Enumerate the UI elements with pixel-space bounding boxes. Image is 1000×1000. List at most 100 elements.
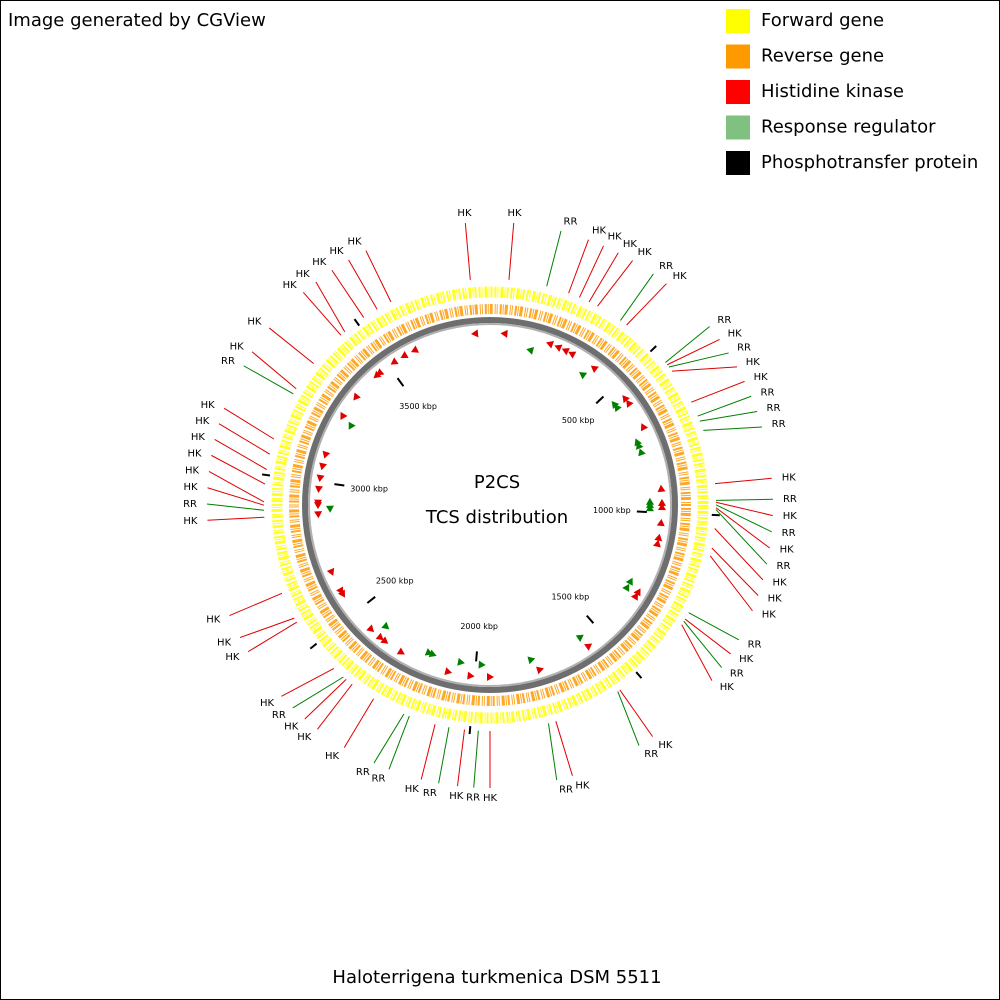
feature-marker bbox=[536, 666, 544, 675]
feature-marker bbox=[375, 632, 384, 641]
map-subtitle: TCS distribution bbox=[425, 507, 568, 528]
feature-label: HK bbox=[296, 269, 311, 280]
feature-label: RR bbox=[767, 403, 781, 414]
feature-leader bbox=[229, 592, 283, 617]
feature-label: RR bbox=[221, 356, 235, 367]
feature-leader bbox=[331, 270, 365, 318]
feature-label: RR bbox=[730, 668, 744, 679]
outer-tick-mark bbox=[635, 671, 643, 679]
feature-marker bbox=[319, 462, 327, 471]
feature-leader bbox=[547, 723, 558, 781]
feature-marker bbox=[428, 649, 437, 658]
feature-marker bbox=[348, 421, 356, 430]
feature-marker bbox=[322, 450, 331, 459]
feature-label: HK bbox=[449, 791, 464, 802]
feature-marker bbox=[575, 634, 584, 642]
feature-leader bbox=[218, 423, 271, 455]
feature-leader bbox=[619, 689, 654, 737]
feature-marker bbox=[314, 499, 323, 507]
feature-label: HK bbox=[508, 208, 523, 219]
feature-label: RR bbox=[466, 793, 480, 804]
feature-label: HK bbox=[608, 232, 623, 243]
feature-label: HK bbox=[783, 511, 798, 522]
tick-mark bbox=[334, 483, 345, 487]
feature-marker bbox=[424, 648, 433, 656]
legend-swatch bbox=[726, 151, 750, 175]
feature-label: HK bbox=[283, 280, 298, 291]
feature-marker bbox=[444, 667, 453, 675]
feature-leader bbox=[684, 618, 731, 655]
feature-marker bbox=[561, 348, 570, 356]
feature-leader bbox=[546, 230, 562, 287]
feature-marker bbox=[635, 441, 644, 450]
feature-leader bbox=[709, 555, 753, 612]
feature-leader bbox=[568, 239, 589, 294]
feature-label: HK bbox=[728, 329, 743, 340]
feature-label: HK bbox=[217, 637, 232, 648]
outer-tick-mark bbox=[649, 345, 657, 353]
feature-label: HK bbox=[780, 545, 795, 556]
legend-swatch bbox=[726, 9, 750, 33]
feature-leader bbox=[703, 426, 763, 431]
feature-label: HK bbox=[768, 594, 783, 605]
feature-marker bbox=[645, 504, 654, 512]
feature-leader bbox=[715, 504, 772, 533]
feature-label: HK bbox=[658, 740, 673, 751]
feature-marker bbox=[638, 448, 646, 457]
feature-marker bbox=[622, 583, 630, 592]
feature-leader bbox=[597, 260, 634, 307]
feature-leader bbox=[211, 454, 266, 485]
feature-leader bbox=[223, 407, 275, 440]
feature-label: RR bbox=[659, 261, 673, 272]
feature-label: HK bbox=[284, 722, 299, 733]
legend-label: Histidine kinase bbox=[761, 81, 904, 102]
feature-marker bbox=[457, 657, 465, 666]
feature-label: HK bbox=[195, 416, 210, 427]
feature-marker bbox=[568, 351, 577, 359]
feature-leader bbox=[281, 668, 335, 697]
feature-label: RR bbox=[183, 499, 197, 510]
feature-marker bbox=[340, 411, 348, 420]
legend-swatch bbox=[726, 115, 750, 140]
feature-leader bbox=[438, 727, 450, 784]
gene-rings bbox=[271, 286, 709, 724]
outer-tick-mark bbox=[468, 726, 472, 735]
feature-leader bbox=[688, 612, 740, 641]
feature-label: RR bbox=[559, 785, 573, 796]
feature-label: HK bbox=[183, 516, 198, 527]
feature-marker bbox=[658, 498, 667, 506]
tick-label: 3000 kbp bbox=[350, 484, 388, 493]
feature-marker bbox=[625, 577, 633, 586]
feature-label: HK bbox=[638, 247, 653, 258]
feature-label: RR bbox=[644, 749, 658, 760]
feature-marker bbox=[626, 399, 634, 408]
map-title: P2CS bbox=[474, 472, 520, 493]
feature-label: HK bbox=[191, 432, 206, 443]
feature-leader bbox=[247, 621, 298, 653]
feature-marker bbox=[614, 404, 622, 413]
feature-label: HK bbox=[206, 614, 221, 625]
feature-leader bbox=[588, 252, 619, 303]
feature-marker bbox=[622, 395, 630, 404]
header-text: Image generated by CGView bbox=[8, 10, 266, 31]
feature-marker bbox=[654, 533, 663, 542]
feature-marker bbox=[316, 474, 325, 482]
legend-label: Reverse gene bbox=[761, 46, 884, 67]
feature-marker bbox=[376, 368, 385, 376]
feature-marker bbox=[326, 567, 335, 576]
feature-leader bbox=[715, 501, 773, 517]
tick-label: 2000 kbp bbox=[460, 622, 498, 631]
tick-mark bbox=[396, 377, 405, 387]
feature-label: HK bbox=[201, 400, 216, 411]
feature-label: HK bbox=[312, 257, 327, 268]
feature-label: RR bbox=[782, 528, 796, 539]
feature-label: RR bbox=[772, 419, 786, 430]
tick-label: 1000 kbp bbox=[593, 506, 631, 515]
tick-mark bbox=[595, 395, 605, 405]
feature-label: RR bbox=[761, 387, 775, 398]
feature-label: HK bbox=[720, 682, 735, 693]
feature-leader bbox=[214, 438, 268, 470]
feature-marker bbox=[315, 485, 324, 494]
feature-leader bbox=[473, 730, 479, 788]
